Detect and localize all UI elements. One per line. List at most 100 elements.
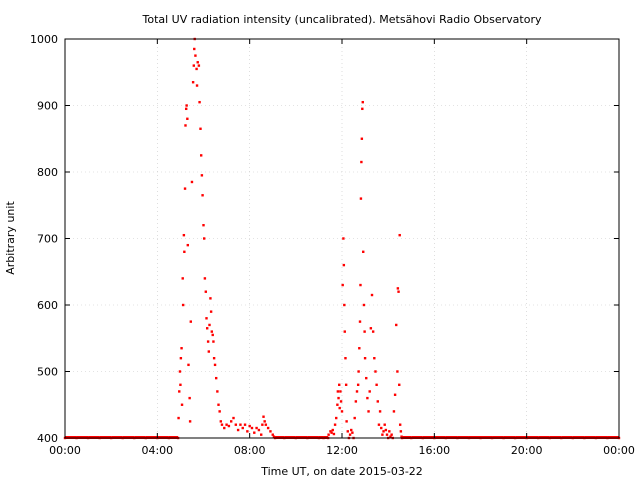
data-point xyxy=(230,420,233,423)
data-point xyxy=(380,426,383,430)
data-point xyxy=(179,357,183,360)
data-point xyxy=(225,423,228,426)
data-point xyxy=(189,320,193,323)
data-point xyxy=(183,250,186,253)
data-point xyxy=(396,370,399,373)
data-point xyxy=(368,390,371,393)
y-tick-label: 500 xyxy=(37,366,58,379)
data-point xyxy=(195,84,199,87)
data-point xyxy=(184,124,187,127)
data-point xyxy=(377,423,381,426)
y-tick-label: 600 xyxy=(37,299,58,312)
data-point xyxy=(385,433,389,436)
data-point xyxy=(343,330,346,333)
data-point xyxy=(217,403,220,406)
data-point xyxy=(373,357,376,360)
data-point xyxy=(397,290,400,293)
data-point xyxy=(182,233,186,237)
data-point xyxy=(260,433,263,436)
data-point xyxy=(331,428,334,432)
data-point xyxy=(199,154,203,157)
y-tick-label: 1000 xyxy=(30,33,58,46)
data-point xyxy=(363,330,366,333)
data-point xyxy=(180,403,184,406)
data-point xyxy=(255,426,258,430)
data-point xyxy=(342,263,346,267)
data-point xyxy=(337,396,340,400)
data-point xyxy=(205,327,209,330)
data-point xyxy=(393,393,397,396)
chart-title: Total UV radiation intensity (uncalibrat… xyxy=(142,13,542,26)
data-point xyxy=(187,363,190,367)
x-tick-label: 12:00 xyxy=(326,444,358,457)
data-point xyxy=(203,277,207,280)
data-point xyxy=(264,423,268,426)
data-point xyxy=(363,357,367,360)
data-point xyxy=(366,396,369,400)
data-point xyxy=(243,423,247,426)
x-tick-label: 04:00 xyxy=(141,444,173,457)
y-tick-label: 800 xyxy=(37,166,58,179)
data-point xyxy=(339,400,343,403)
data-point xyxy=(382,430,385,433)
data-point xyxy=(388,430,391,433)
data-point xyxy=(179,383,182,386)
data-point xyxy=(343,303,346,307)
x-tick-label: 00:00 xyxy=(603,444,635,457)
data-point xyxy=(209,310,213,313)
data-point xyxy=(389,435,392,438)
data-point xyxy=(178,370,182,373)
data-point xyxy=(206,340,210,343)
data-point xyxy=(336,403,339,406)
data-point xyxy=(398,423,402,426)
data-point xyxy=(208,323,211,327)
data-point xyxy=(361,100,364,104)
data-point xyxy=(236,428,240,432)
data-point xyxy=(220,423,224,426)
data-point xyxy=(359,283,362,287)
data-point xyxy=(370,293,374,297)
data-point xyxy=(396,287,400,290)
data-point xyxy=(212,340,215,343)
data-point xyxy=(339,390,342,393)
data-point xyxy=(378,410,382,413)
data-point xyxy=(390,433,393,436)
data-point xyxy=(205,317,208,320)
data-point xyxy=(338,406,341,410)
data-point xyxy=(257,428,261,432)
data-point xyxy=(266,426,270,430)
data-point xyxy=(186,117,189,120)
data-point xyxy=(183,187,187,190)
data-point xyxy=(335,416,338,420)
data-point xyxy=(202,224,205,227)
data-point xyxy=(384,428,388,432)
x-tick-label: 08:00 xyxy=(234,444,266,457)
data-point xyxy=(218,410,221,413)
data-point xyxy=(342,237,345,240)
data-point xyxy=(358,320,362,323)
data-point xyxy=(375,383,378,386)
data-point xyxy=(332,432,336,436)
data-point xyxy=(263,420,266,423)
data-point xyxy=(398,233,401,237)
data-point xyxy=(241,426,244,430)
data-point xyxy=(227,424,231,428)
data-point xyxy=(398,383,401,386)
data-point xyxy=(399,430,403,433)
data-point xyxy=(200,174,204,177)
data-point xyxy=(374,370,377,373)
data-point xyxy=(197,64,201,67)
data-point xyxy=(214,376,218,380)
data-point xyxy=(184,107,188,111)
data-point xyxy=(358,347,361,350)
data-point xyxy=(177,416,180,420)
data-point xyxy=(219,420,223,423)
data-point xyxy=(359,197,363,200)
data-point xyxy=(204,290,208,293)
data-point xyxy=(272,435,276,438)
data-point xyxy=(271,433,274,436)
data-point xyxy=(381,433,384,436)
data-point xyxy=(354,400,358,403)
data-point xyxy=(376,400,379,403)
x-axis-label: Time UT, on date 2015-03-22 xyxy=(260,465,423,478)
